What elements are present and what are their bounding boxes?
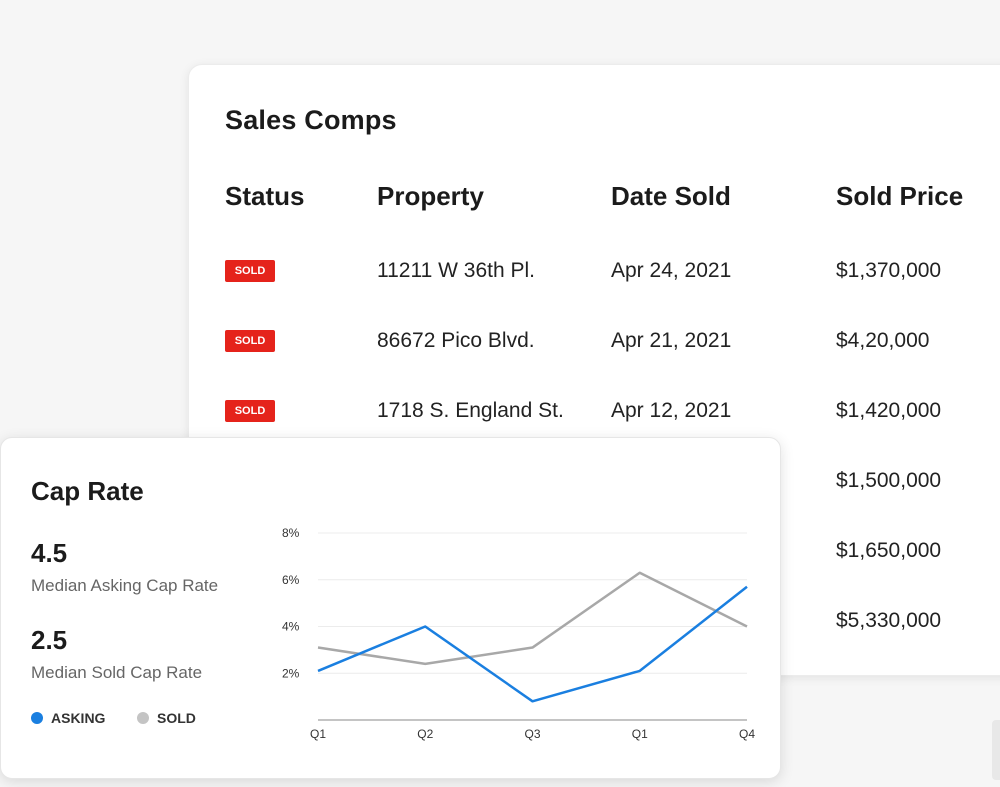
column-header-property[interactable]: Property bbox=[377, 181, 484, 211]
property-address[interactable]: 1718 S. England St. bbox=[377, 399, 564, 422]
legend-asking-label: ASKING bbox=[51, 710, 106, 726]
y-tick-label: 4% bbox=[282, 620, 300, 634]
y-tick-label: 8% bbox=[282, 526, 300, 540]
date-sold: Apr 24, 2021 bbox=[611, 259, 732, 282]
sold-price: $1,370,000 bbox=[836, 259, 942, 282]
median-sold-cap-rate-label: Median Sold Cap Rate bbox=[31, 663, 203, 682]
property-address[interactable]: 86672 Pico Blvd. bbox=[377, 329, 535, 352]
date-sold: Apr 12, 2021 bbox=[611, 399, 732, 422]
column-header-date-sold[interactable]: Date Sold bbox=[611, 181, 731, 211]
legend-dot-icon bbox=[137, 712, 149, 724]
x-tick-label: Q2 bbox=[417, 727, 433, 741]
sold-price: $4,20,000 bbox=[836, 329, 930, 352]
legend-sold[interactable]: SOLD bbox=[137, 710, 196, 726]
sold-price: $1,500,000 bbox=[836, 469, 942, 492]
sold-price: $5,330,000 bbox=[836, 609, 942, 632]
sold-price: $1,650,000 bbox=[836, 539, 942, 562]
series-line-sold bbox=[317, 571, 748, 666]
sold-price: $1,420,000 bbox=[836, 399, 942, 422]
cap-rate-title: Cap Rate bbox=[31, 476, 144, 506]
series-line-asking bbox=[317, 585, 748, 703]
median-asking-cap-rate-value: 4.5 bbox=[31, 538, 68, 568]
cap-rate-card: Cap Rate 4.5 Median Asking Cap Rate 2.5 … bbox=[0, 437, 781, 779]
property-address[interactable]: 11211 W 36th Pl. bbox=[377, 259, 535, 282]
x-tick-label: Q3 bbox=[524, 727, 540, 741]
legend-dot-icon bbox=[31, 712, 43, 724]
legend-asking[interactable]: ASKING bbox=[31, 710, 105, 726]
x-tick-label: Q4 bbox=[739, 727, 755, 741]
y-tick-label: 2% bbox=[282, 666, 300, 680]
status-badge: SOLD bbox=[225, 260, 275, 282]
legend-sold-label: SOLD bbox=[157, 710, 196, 726]
status-badge: SOLD bbox=[225, 330, 275, 352]
scrollbar[interactable] bbox=[992, 720, 1000, 780]
median-sold-cap-rate-value: 2.5 bbox=[31, 625, 68, 655]
x-tick-label: Q1 bbox=[310, 727, 326, 741]
sales-comps-title: Sales Comps bbox=[225, 105, 397, 135]
y-tick-label: 6% bbox=[282, 573, 300, 587]
column-header-sold-price[interactable]: Sold Price bbox=[836, 181, 964, 211]
cap-rate-line-chart: 2% 4% 6% 8% Q1 Q2 Q3 Q1 Q4 bbox=[282, 526, 755, 741]
column-header-status[interactable]: Status bbox=[225, 181, 305, 211]
median-asking-cap-rate-label: Median Asking Cap Rate bbox=[31, 576, 219, 595]
x-tick-label: Q1 bbox=[632, 727, 648, 741]
status-badge: SOLD bbox=[225, 400, 275, 422]
date-sold: Apr 21, 2021 bbox=[611, 329, 732, 352]
